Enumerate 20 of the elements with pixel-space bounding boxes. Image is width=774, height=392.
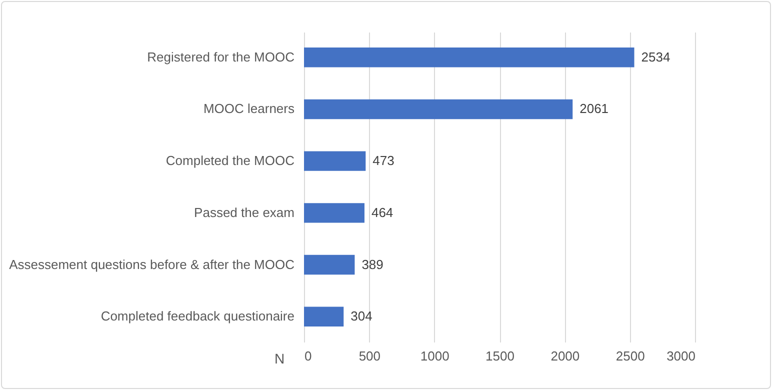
data-label: 389 [362,256,384,272]
y-tick-label: Assessement questions before & after the MOOC [9,256,294,272]
x-tick-label: 500 [358,348,381,364]
y-tick-label: Passed the exam [194,204,294,220]
x-tick-label: 2000 [550,348,580,364]
data-label: 2061 [580,101,609,116]
x-tick-label: 0 [304,348,312,364]
x-tick-label: 1500 [486,348,514,364]
x-tick-label: 3000 [666,348,696,364]
x-tick-label: 1000 [420,348,450,364]
y-tick-label: Completed feedback questionaire [100,308,294,324]
data-label: 2534 [641,49,670,64]
x-axis-title: N [274,350,285,366]
data-label: 464 [371,204,394,220]
y-tick-label: Registered for the MOOC [147,49,294,64]
y-tick-label: Completed the MOOC [166,153,294,168]
data-label: 473 [372,153,394,168]
y-tick-label: MOOC learners [203,101,295,116]
x-tick-label: 2500 [616,348,645,364]
data-label: 304 [350,308,372,324]
